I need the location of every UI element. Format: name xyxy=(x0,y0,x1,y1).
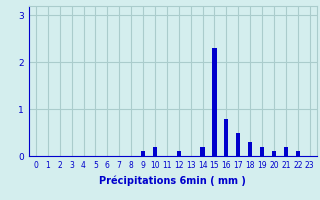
Bar xyxy=(177,151,181,156)
Bar xyxy=(248,142,252,156)
Bar xyxy=(272,151,276,156)
Bar xyxy=(260,147,264,156)
Bar xyxy=(153,147,157,156)
X-axis label: Précipitations 6min ( mm ): Précipitations 6min ( mm ) xyxy=(100,175,246,186)
Bar xyxy=(284,147,288,156)
Bar xyxy=(212,48,217,156)
Bar xyxy=(296,151,300,156)
Bar xyxy=(236,133,240,156)
Bar xyxy=(224,118,228,156)
Bar xyxy=(141,151,145,156)
Bar xyxy=(200,147,204,156)
